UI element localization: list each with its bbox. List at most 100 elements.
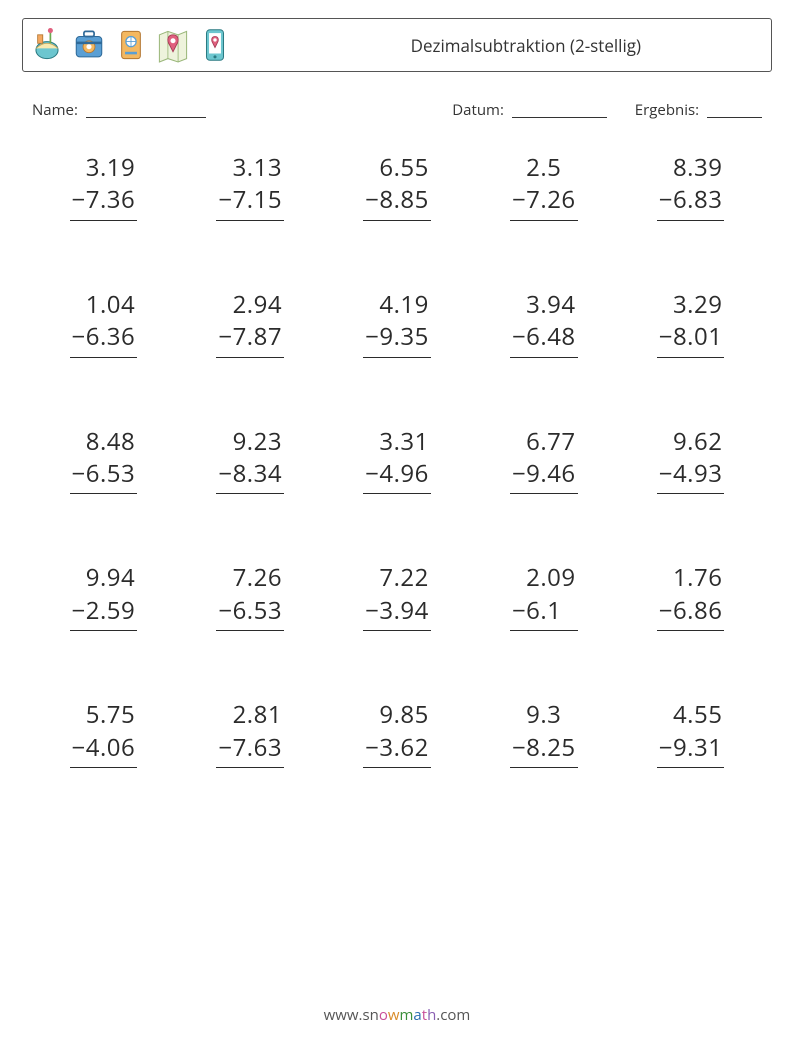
subtraction-stack: 5.75−4.06 (70, 699, 138, 768)
minuend: 1.04 (70, 289, 138, 321)
problem-cell: 2.81−7.63 (177, 699, 324, 768)
subtraction-stack: 9.85−3.62 (363, 699, 431, 768)
datum-label: Datum: (452, 100, 504, 120)
subtraction-stack: 7.22−3.94 (363, 562, 431, 631)
subtraction-stack: 2.09−6.1 (510, 562, 578, 631)
subtraction-stack: 2.5 −7.26 (510, 152, 578, 221)
subtrahend: −6.53 (70, 458, 138, 494)
header-box: Dezimalsubtraktion (2-stellig) (22, 18, 772, 72)
subtrahend: −8.85 (363, 184, 431, 220)
subtrahend: −6.36 (70, 321, 138, 357)
subtrahend: −7.15 (216, 184, 284, 220)
suitcase-icon (71, 25, 107, 65)
minuend: 3.13 (216, 152, 284, 184)
minuend: 3.94 (510, 289, 578, 321)
minuend: 9.85 (363, 699, 431, 731)
problem-cell: 2.5 −7.26 (470, 152, 617, 221)
subtrahend: −2.59 (70, 595, 138, 631)
subtraction-stack: 9.3 −8.25 (510, 699, 578, 768)
problem-cell: 3.19−7.36 (30, 152, 177, 221)
subtraction-stack: 1.04−6.36 (70, 289, 138, 358)
subtraction-stack: 4.55−9.31 (657, 699, 725, 768)
minuend: 4.19 (363, 289, 431, 321)
subtrahend: −6.1 (510, 595, 578, 631)
minuend: 4.55 (657, 699, 725, 731)
subtraction-stack: 6.77−9.46 (510, 426, 578, 495)
subtraction-stack: 3.31−4.96 (363, 426, 431, 495)
problem-cell: 8.48−6.53 (30, 426, 177, 495)
minuend: 6.55 (363, 152, 431, 184)
subtrahend: −3.94 (363, 595, 431, 631)
subtraction-stack: 3.19−7.36 (70, 152, 138, 221)
subtraction-stack: 8.39−6.83 (657, 152, 725, 221)
problem-cell: 1.76−6.86 (617, 562, 764, 631)
minuend: 3.19 (70, 152, 138, 184)
subtrahend: −9.31 (657, 732, 725, 768)
worksheet-page: Dezimalsubtraktion (2-stellig) Name: Dat… (0, 0, 794, 1053)
phone-pin-icon (197, 25, 233, 65)
subtraction-stack: 3.29−8.01 (657, 289, 725, 358)
subtrahend: −6.48 (510, 321, 578, 357)
minuend: 5.75 (70, 699, 138, 731)
subtraction-stack: 9.94−2.59 (70, 562, 138, 631)
problem-cell: 4.55−9.31 (617, 699, 764, 768)
problem-cell: 9.23−8.34 (177, 426, 324, 495)
subtrahend: −8.25 (510, 732, 578, 768)
subtraction-stack: 3.13−7.15 (216, 152, 284, 221)
subtraction-stack: 8.48−6.53 (70, 426, 138, 495)
ergebnis-field: Ergebnis: (635, 100, 762, 120)
footer-url: www.snowmath.com (0, 1005, 794, 1025)
subtrahend: −7.36 (70, 184, 138, 220)
subtraction-stack: 2.81−7.63 (216, 699, 284, 768)
subtrahend: −8.34 (216, 458, 284, 494)
subtrahend: −6.86 (657, 595, 725, 631)
minuend: 1.76 (657, 562, 725, 594)
worksheet-title: Dezimalsubtraktion (2-stellig) (411, 34, 761, 57)
datum-field: Datum: (452, 100, 607, 120)
subtrahend: −7.26 (510, 184, 578, 220)
minuend: 9.62 (657, 426, 725, 458)
problem-cell: 7.26−6.53 (177, 562, 324, 631)
problem-cell: 1.04−6.36 (30, 289, 177, 358)
minuend: 9.94 (70, 562, 138, 594)
passport-icon (113, 25, 149, 65)
subtraction-stack: 2.94−7.87 (216, 289, 284, 358)
problem-cell: 7.22−3.94 (324, 562, 471, 631)
subtrahend: −6.53 (216, 595, 284, 631)
problem-cell: 5.75−4.06 (30, 699, 177, 768)
problem-cell: 9.3 −8.25 (470, 699, 617, 768)
minuend: 7.22 (363, 562, 431, 594)
subtrahend: −9.46 (510, 458, 578, 494)
name-field: Name: (32, 100, 206, 120)
problem-cell: 3.94−6.48 (470, 289, 617, 358)
subtrahend: −4.06 (70, 732, 138, 768)
problem-cell: 9.85−3.62 (324, 699, 471, 768)
ergebnis-blank[interactable] (707, 104, 762, 118)
meta-row: Name: Datum: Ergebnis: (32, 100, 762, 120)
problem-cell: 3.31−4.96 (324, 426, 471, 495)
problem-cell: 4.19−9.35 (324, 289, 471, 358)
minuend: 3.31 (363, 426, 431, 458)
minuend: 9.23 (216, 426, 284, 458)
footer-text: www.sn (324, 1005, 379, 1025)
problems-grid: 3.19−7.36 3.13−7.15 6.55−8.85 2.5 −7.26 8.39… (22, 152, 772, 768)
minuend: 8.48 (70, 426, 138, 458)
problem-cell: 6.77−9.46 (470, 426, 617, 495)
minuend: 6.77 (510, 426, 578, 458)
minuend: 3.29 (657, 289, 725, 321)
name-label: Name: (32, 100, 78, 120)
problem-cell: 6.55−8.85 (324, 152, 471, 221)
subtraction-stack: 9.23−8.34 (216, 426, 284, 495)
subtraction-stack: 6.55−8.85 (363, 152, 431, 221)
minuend: 2.5 (510, 152, 578, 184)
datum-blank[interactable] (512, 104, 607, 118)
cocktail-icon (29, 25, 65, 65)
subtrahend: −4.93 (657, 458, 725, 494)
subtrahend: −8.01 (657, 321, 725, 357)
header-icons (29, 25, 233, 65)
name-blank[interactable] (86, 104, 206, 118)
problem-cell: 8.39−6.83 (617, 152, 764, 221)
subtrahend: −9.35 (363, 321, 431, 357)
minuend: 2.09 (510, 562, 578, 594)
ergebnis-label: Ergebnis: (635, 100, 699, 120)
